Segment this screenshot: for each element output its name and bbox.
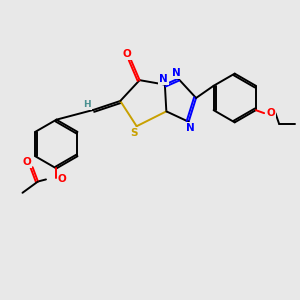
Text: O: O: [22, 157, 31, 167]
Text: N: N: [186, 123, 194, 133]
Text: O: O: [266, 108, 275, 118]
Text: O: O: [123, 49, 131, 59]
Text: O: O: [58, 174, 67, 184]
Text: N: N: [172, 68, 181, 78]
Text: S: S: [130, 128, 137, 138]
Text: N: N: [159, 74, 168, 84]
Text: H: H: [83, 100, 91, 109]
